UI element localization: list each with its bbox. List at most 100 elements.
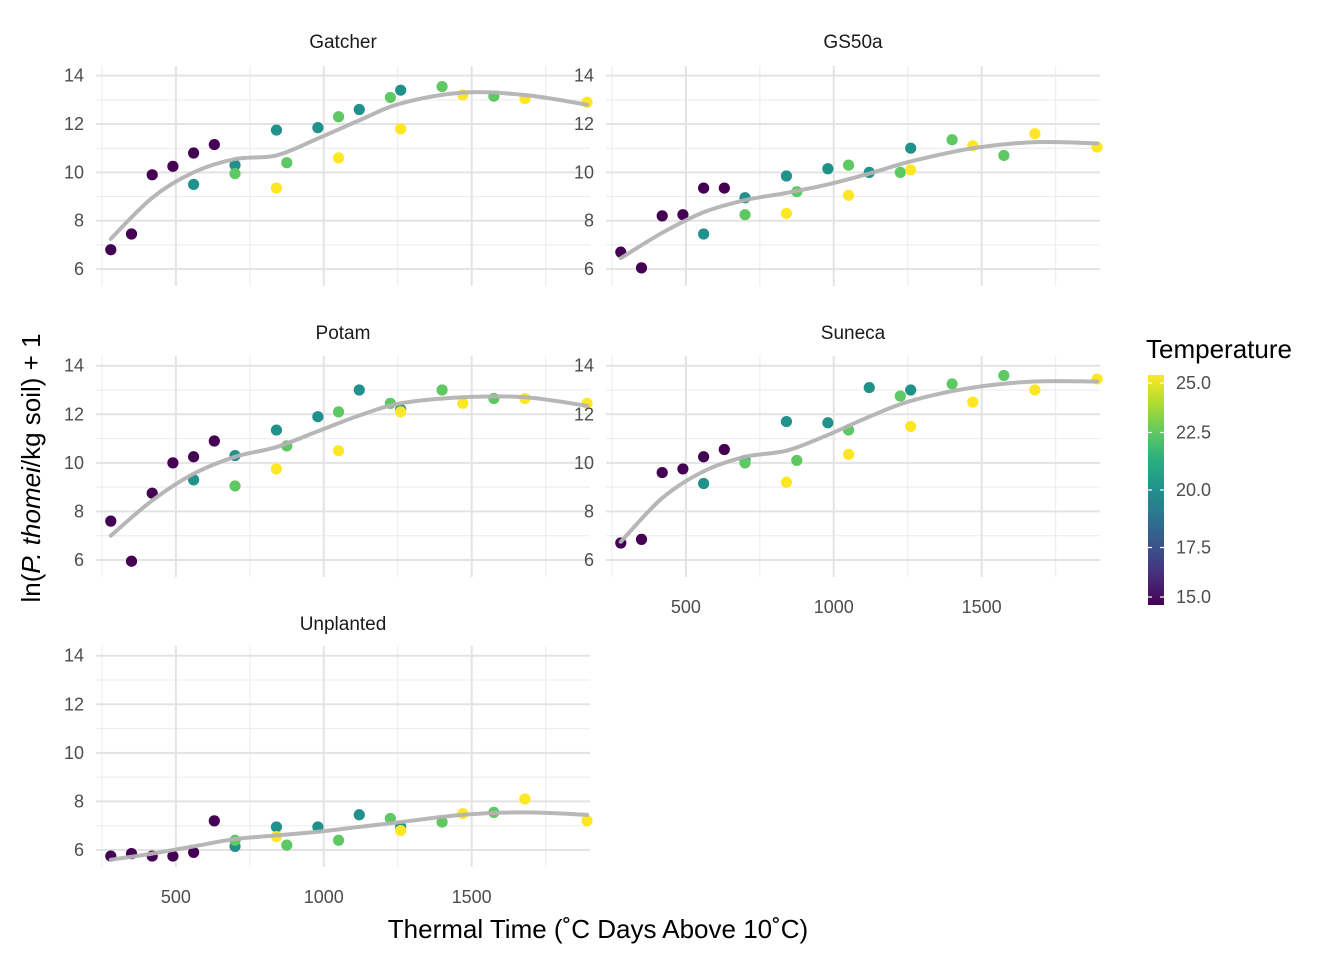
x-tick-label: 1500 xyxy=(962,597,1002,617)
facet-unplanted: Unplanted 6 8 10 12 14 500 1000 1500 xyxy=(64,614,593,907)
data-point xyxy=(677,463,689,475)
y-tick-label: 12 xyxy=(64,404,84,424)
y-tick-label: 10 xyxy=(64,453,84,473)
facet-gs50a: GS50a 6 8 10 12 14 xyxy=(574,32,1103,286)
data-point xyxy=(395,406,407,418)
data-point xyxy=(780,415,793,428)
data-point xyxy=(905,164,917,176)
y-axis-title: ln(P. thomei/kg soil) + 1 xyxy=(16,333,46,602)
data-point xyxy=(842,159,855,171)
data-point xyxy=(229,480,241,492)
data-point xyxy=(167,850,179,862)
data-point xyxy=(946,134,958,146)
y-tick-label: 12 xyxy=(574,114,594,134)
y-tick-label: 14 xyxy=(64,356,84,376)
smooth-line xyxy=(618,139,1100,261)
x-tick-label: 1000 xyxy=(304,887,344,907)
data-point xyxy=(353,384,365,396)
facet-label: Suneca xyxy=(821,323,886,344)
data-point xyxy=(208,815,220,827)
x-tick-label: 500 xyxy=(671,597,701,617)
smooth-line xyxy=(618,379,1100,544)
data-point xyxy=(739,209,751,221)
y-tick-label: 8 xyxy=(74,791,84,811)
y-tick-label: 6 xyxy=(584,550,594,570)
x-tick-label: 1000 xyxy=(814,597,854,617)
data-point xyxy=(780,476,793,488)
data-point xyxy=(353,103,365,116)
data-point xyxy=(457,397,469,409)
data-point xyxy=(967,396,979,408)
data-point xyxy=(791,454,803,467)
data-point xyxy=(270,182,283,194)
data-point xyxy=(208,435,220,447)
legend-title: Temperature xyxy=(1146,334,1292,364)
data-point xyxy=(332,152,345,164)
data-point xyxy=(395,84,407,96)
data-point xyxy=(698,451,710,463)
y-tick-label: 8 xyxy=(584,211,594,231)
data-point xyxy=(718,182,730,194)
y-tick-label: 10 xyxy=(64,162,84,182)
data-point xyxy=(656,466,668,479)
data-point xyxy=(105,515,117,527)
y-tick-label: 14 xyxy=(574,356,594,376)
data-point xyxy=(1029,384,1041,396)
data-point xyxy=(1029,128,1041,140)
y-tick-label: 10 xyxy=(574,162,594,182)
y-tick-label: 12 xyxy=(64,114,84,134)
data-point xyxy=(353,809,365,821)
x-tick-label: 500 xyxy=(161,887,191,907)
y-axis-title-suffix: /kg soil) + 1 xyxy=(16,333,46,467)
data-point xyxy=(270,124,283,136)
data-point xyxy=(436,80,448,93)
data-point xyxy=(698,228,710,240)
data-point xyxy=(229,167,241,180)
y-tick-label: 6 xyxy=(74,259,84,279)
y-tick-label: 8 xyxy=(74,501,84,521)
data-point xyxy=(905,142,917,154)
facet-label: Gatcher xyxy=(309,32,377,53)
data-point xyxy=(188,147,200,159)
data-point xyxy=(739,457,751,469)
data-point xyxy=(905,384,917,396)
data-point xyxy=(312,122,324,134)
data-point xyxy=(998,369,1010,382)
data-point xyxy=(332,406,345,418)
y-tick-label: 12 xyxy=(574,404,594,424)
y-tick-label: 6 xyxy=(74,550,84,570)
y-tick-label: 10 xyxy=(574,453,594,473)
data-point xyxy=(436,816,448,828)
data-point xyxy=(270,821,283,833)
x-tick-label: 1500 xyxy=(452,887,492,907)
facet-gatcher: Gatcher 6 8 10 12 14 xyxy=(64,32,593,286)
data-point xyxy=(229,159,241,171)
data-point xyxy=(208,138,220,151)
y-tick-label: 10 xyxy=(64,743,84,763)
data-point xyxy=(894,166,906,178)
data-point xyxy=(332,111,345,123)
data-point xyxy=(188,451,200,463)
y-tick-label: 8 xyxy=(584,501,594,521)
data-point xyxy=(519,793,531,805)
y-axis-title-italic: P. thomei xyxy=(16,466,46,574)
y-tick-label: 14 xyxy=(574,66,594,86)
data-point xyxy=(780,207,793,220)
data-point xyxy=(270,463,283,475)
data-point xyxy=(281,157,293,169)
data-point xyxy=(698,477,710,490)
facet-panels: Gatcher 6 8 10 12 14 GS50a 6 8 10 12 14 Potam 6 8 10 12 1… xyxy=(64,32,1103,907)
data-point xyxy=(384,91,396,104)
legend-ticks: 15.0 17.5 20.0 22.5 25.0 xyxy=(1148,373,1211,607)
data-point xyxy=(894,390,906,402)
data-point xyxy=(125,555,138,567)
data-point xyxy=(270,424,283,436)
legend-tick-label: 20.0 xyxy=(1176,480,1211,500)
y-tick-label: 6 xyxy=(74,840,84,860)
facet-suneca: Suneca 6 8 10 12 14 500 1000 1500 xyxy=(574,323,1103,617)
legend-tick-label: 25.0 xyxy=(1176,373,1211,393)
data-point xyxy=(188,178,200,191)
facet-potam: Potam 6 8 10 12 14 xyxy=(64,323,593,577)
legend-tick-label: 17.5 xyxy=(1176,538,1211,558)
